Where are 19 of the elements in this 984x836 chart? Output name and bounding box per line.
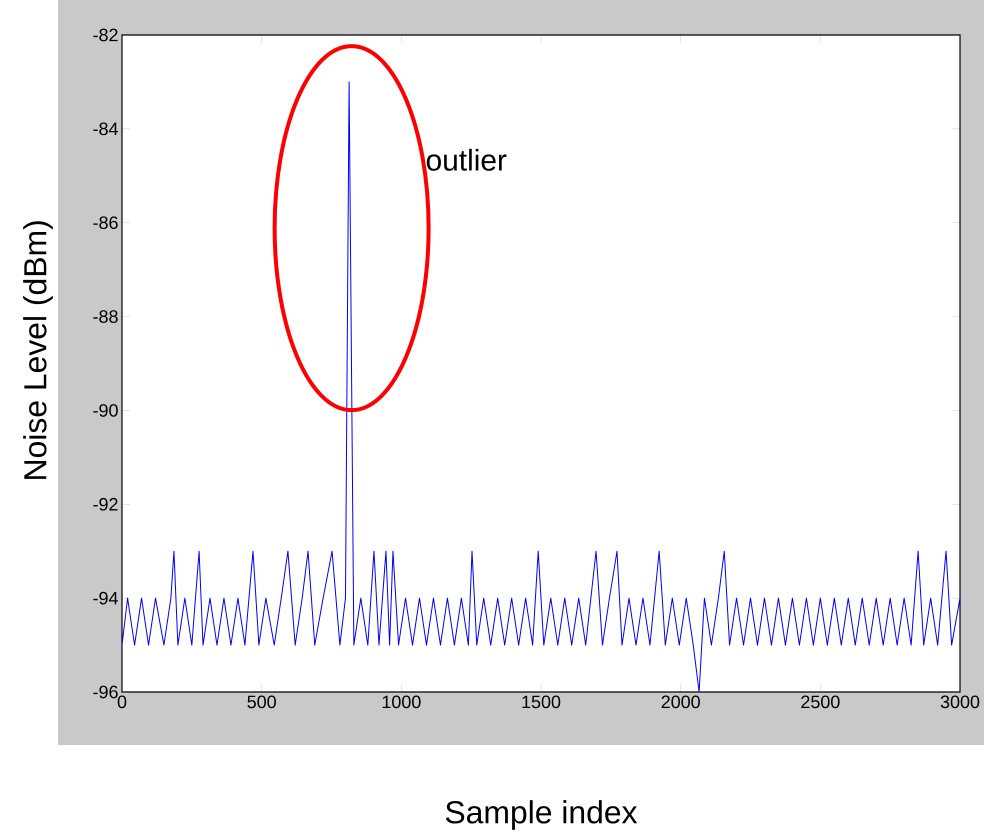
x-tick-label: 500 xyxy=(247,696,276,708)
x-tick-label: 0 xyxy=(118,696,126,708)
y-tick-label: -84 xyxy=(93,122,118,136)
y-tick-label: -88 xyxy=(93,310,118,323)
x-tick-label: 3000 xyxy=(940,696,980,708)
x-tick-label: 1500 xyxy=(522,696,560,708)
y-tick-label: -96 xyxy=(93,686,118,698)
annotation: outlier xyxy=(426,148,506,171)
y-tick-label: -94 xyxy=(93,592,118,604)
y-tick-label: -82 xyxy=(93,28,118,42)
x-tick-label: 2500 xyxy=(801,696,840,708)
y-tick-label: -90 xyxy=(93,404,118,417)
x-tick-label: 1000 xyxy=(382,696,421,708)
x-axis-title: Sample index xyxy=(446,800,638,830)
line-series xyxy=(122,81,961,692)
x-tick-label: 2000 xyxy=(662,696,700,708)
y-axis-title: Noise Level (dBm) xyxy=(23,221,53,479)
y-tick-label: -86 xyxy=(93,216,118,230)
y-tick-label: -92 xyxy=(93,498,118,511)
